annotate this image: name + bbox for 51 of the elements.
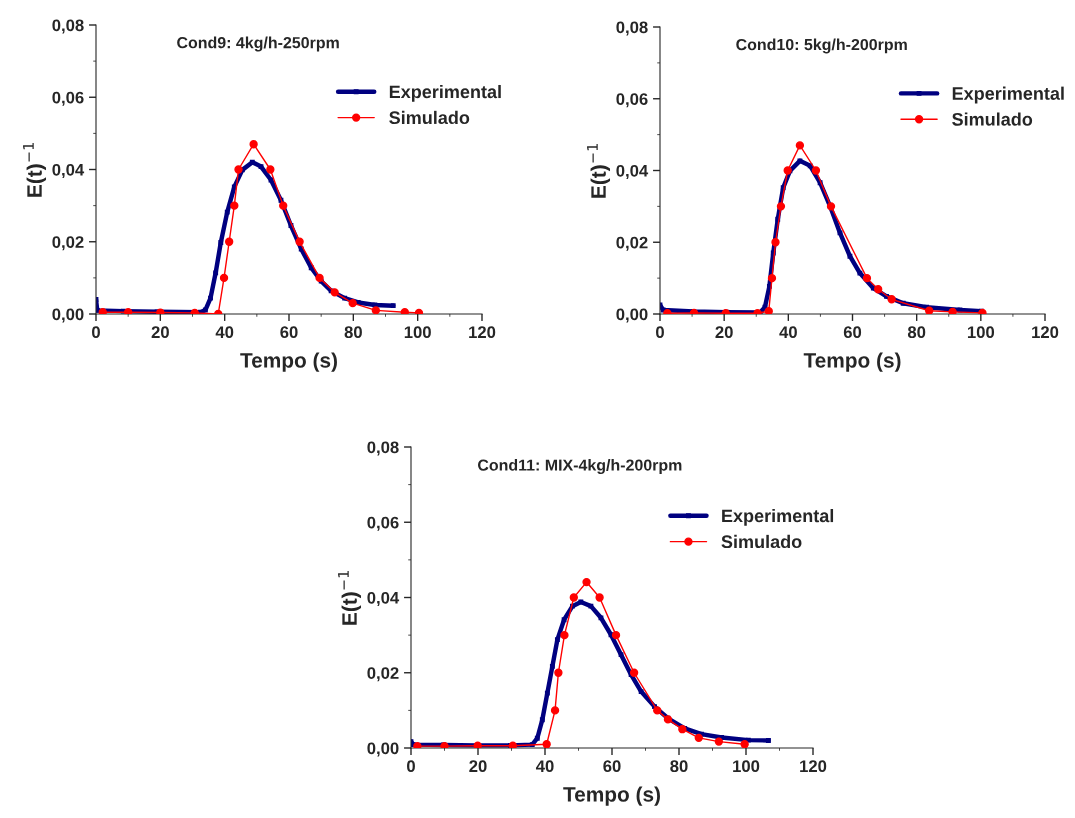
x-tick-label: 20 (151, 326, 169, 339)
y-tick-label: 0,08 (367, 441, 399, 456)
y-tick-label: 0,02 (616, 236, 648, 251)
x-tick-label: 40 (215, 326, 234, 339)
x-tick-label: 60 (843, 326, 862, 339)
x-tick-label: 80 (670, 760, 688, 773)
y-tick-label: 0,06 (52, 91, 84, 106)
y-tick-label: 0,04 (52, 163, 85, 179)
x-tick-label: 0 (92, 326, 100, 339)
y-tick-label: 0,08 (616, 21, 648, 36)
legend-label: Experimental (722, 509, 834, 526)
x-tick-label: 60 (603, 760, 621, 773)
x-tick-label: 40 (535, 760, 554, 773)
x-tick-label: 0 (407, 760, 415, 773)
legend-label: Experimental (952, 86, 1064, 104)
y-tick-label: 0,00 (52, 308, 84, 323)
y-axis-title: E(t)$^{−1}$ (338, 570, 362, 625)
x-tick-label: 0 (656, 326, 664, 339)
x-axis-title: Tempo (s) (563, 786, 660, 806)
y-axis-title: E(t)$^{−1}$ (587, 143, 611, 198)
y-tick-label: 0,00 (367, 742, 399, 757)
x-tick-label: 120 (800, 760, 827, 773)
y-tick-label: 0,02 (52, 236, 84, 251)
y-tick-label: 0,00 (616, 308, 648, 323)
x-tick-label: 100 (733, 760, 760, 773)
x-tick-label: 40 (779, 326, 797, 339)
x-tick-label: 60 (280, 326, 298, 339)
x-tick-label: 100 (404, 326, 431, 339)
legend-label: Simulado (721, 534, 802, 549)
legend-label: Experimental (389, 84, 501, 102)
legend-label: Simulado (389, 110, 470, 125)
x-tick-label: 20 (469, 760, 487, 773)
x-axis-title: Tempo (s) (803, 352, 901, 372)
legend-label: Simulado (952, 112, 1033, 126)
x-tick-label: 20 (715, 326, 733, 339)
text: Cond11: MIX-4kg/h-200rpm (477, 459, 682, 474)
x-axis-title: Tempo (s) (240, 352, 337, 372)
text: Cond9: 4kg/h-250rpm (177, 36, 339, 52)
x-tick-label: 120 (469, 326, 496, 339)
y-tick-label: 0,06 (367, 516, 399, 531)
y-axis-title: E(t)$^{−1}$ (23, 142, 47, 197)
y-tick-label: 0,08 (52, 19, 84, 34)
y-tick-label: 0,04 (367, 591, 400, 607)
y-tick-label: 0,02 (367, 667, 399, 682)
x-tick-label: 80 (344, 326, 362, 339)
y-tick-label: 0,06 (616, 93, 648, 108)
y-tick-label: 0,04 (616, 164, 649, 180)
x-tick-label: 120 (1032, 326, 1059, 339)
x-tick-label: 100 (967, 326, 995, 339)
x-tick-label: 80 (907, 326, 926, 339)
text: Cond10: 5kg/h-200rpm (736, 38, 907, 54)
